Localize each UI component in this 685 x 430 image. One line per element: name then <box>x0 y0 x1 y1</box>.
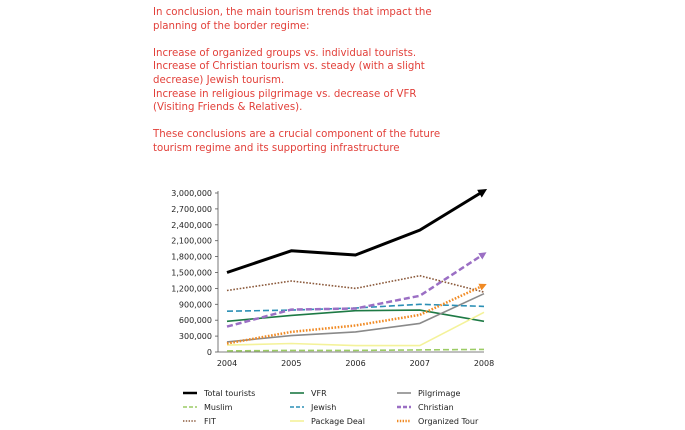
y-tick-label: 2,100,000 <box>171 237 212 246</box>
y-tick-label: 900,000 <box>179 300 212 309</box>
legend-label-christian: Christian <box>418 403 454 412</box>
legend-label-pilgrimage: Pilgrimage <box>418 389 460 398</box>
y-tick-label: 1,500,000 <box>171 269 212 278</box>
y-tick-label: 1,200,000 <box>171 284 212 293</box>
series-line-package-deal <box>226 311 485 347</box>
y-tick-label: 300,000 <box>179 332 212 341</box>
x-tick-label: 2007 <box>410 359 430 368</box>
series-line-total-tourists <box>226 189 488 274</box>
series-line-organized-tour <box>226 283 487 345</box>
y-tick-label: 600,000 <box>179 316 212 325</box>
legend-label-package-deal: Package Deal <box>311 417 365 426</box>
legend-label-organized-tour: Organized Tour <box>418 417 479 426</box>
trend-point-3: Increase in religious pilgrimage vs. dec… <box>153 88 417 114</box>
y-tick-label: 2,400,000 <box>171 221 212 230</box>
trend-point-1: Increase of organized groups vs. individ… <box>153 47 417 59</box>
x-tick-label: 2005 <box>281 359 301 368</box>
series-line-christian <box>226 252 487 328</box>
legend-label-muslim: Muslim <box>204 403 233 412</box>
y-tick-label: 1,800,000 <box>171 253 212 262</box>
intro-text: In conclusion, the main tourism trends t… <box>153 6 453 156</box>
trend-point-2: Increase of Christian tourism vs. steady… <box>153 61 425 86</box>
series-line-pilgrimage <box>226 292 485 343</box>
y-tick-label: 0 <box>207 348 212 357</box>
legend-label-total-tourists: Total tourists <box>203 389 255 398</box>
y-tick-label: 3,000,000 <box>171 189 212 198</box>
legend-label-jewish: Jewish <box>310 403 336 412</box>
x-tick-label: 2008 <box>474 359 494 368</box>
y-tick-label: 2,700,000 <box>171 205 212 214</box>
x-tick-label: 2004 <box>217 359 237 368</box>
legend-label-fit: FIT <box>204 417 216 426</box>
legend-label-vfr: VFR <box>311 389 327 398</box>
intro-heading: In conclusion, the main tourism trends t… <box>153 7 432 32</box>
intro-conclusion: These conclusions are a crucial componen… <box>153 129 441 154</box>
x-tick-label: 2006 <box>345 359 365 368</box>
series-line-muslim <box>226 348 485 352</box>
